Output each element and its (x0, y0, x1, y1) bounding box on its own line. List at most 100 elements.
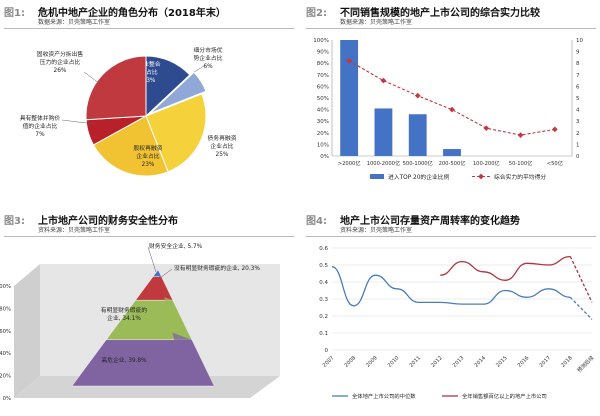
bar (374, 108, 393, 156)
layer-label: 没有明显财务瑕疵的企业, 20.3% (174, 264, 260, 272)
y-tick-right: 5 (576, 96, 580, 102)
x-tick-label: 2009 (365, 355, 379, 369)
y-tick: 0 (325, 348, 329, 354)
y-tick-right: 9 (576, 50, 580, 56)
x-tick-label: 1000-2000亿 (367, 159, 400, 167)
y-tick-left: 40% (317, 108, 329, 114)
x-tick-label: 预测后续 (575, 354, 595, 374)
y-tick: 20% (0, 374, 11, 380)
line-chart: 0 0.1 0.2 0.3 0.4 0.5 0.6 2007 2008 2009 2010 2011 2… (319, 246, 595, 400)
slice-label: 6% (203, 64, 213, 70)
y-tick-left: 30% (317, 119, 329, 125)
y-tick: 0.4 (319, 280, 328, 286)
leader-line (147, 246, 157, 273)
panel-sales-scale-comparison: 图2: 不同销售规模的地产上市公司的综合实力比较 数据来源：贝壳策略工作室 0%… (302, 0, 600, 206)
slice-label: 企业占比 (210, 142, 233, 150)
slice-label: 具有整体并购价 (20, 114, 61, 122)
slice-label: 固收资产分拆出售 (37, 50, 84, 58)
chart-header: 图3: 上市地产公司的财务安全性分布 资料来源：贝壳策略工作室 (4, 212, 294, 238)
chart-header: 图1: 危机中地产企业的角色分布（2018年末） 数据来源：贝壳策略工作室 (4, 4, 294, 30)
y-tick-right: 10 (576, 38, 583, 44)
pyramid-layer-side (172, 332, 214, 386)
chart-title: 地产上市公司存量资产周转率的变化趋势 (340, 216, 520, 227)
forecast-line (569, 256, 593, 303)
y-tick: 0% (3, 396, 11, 402)
bar (408, 114, 427, 156)
divider (4, 28, 294, 29)
chart-header: 图4: 地产上市公司存量资产周转率的变化趋势 资料来源：贝壳策略工作室 (306, 212, 596, 238)
figure-label: 图1: (4, 8, 25, 19)
y-tick: 0.6 (319, 246, 328, 252)
x-tick-label: 2014 (474, 355, 488, 369)
y-tick-left: 90% (317, 50, 329, 56)
y-tick-right: 0 (576, 154, 580, 160)
panel-role-distribution: 图1: 危机中地产企业的角色分布（2018年末） 数据来源：贝壳策略工作室 行业… (0, 0, 298, 206)
y-tick-right: 1 (576, 142, 580, 148)
slice-label: 26% (54, 68, 67, 74)
y-tick: 80% (0, 306, 11, 312)
legend-label: 进入TOP 20的企业比例 (388, 173, 450, 181)
y-tick-right: 6 (576, 84, 580, 90)
series-line (331, 266, 571, 307)
x-tick-label: 2011 (409, 355, 423, 369)
figure-label: 图3: (4, 216, 25, 227)
y-tick: 40% (0, 351, 11, 357)
x-tick-label: 2015 (495, 355, 509, 369)
x-tick-label: 2016 (517, 355, 531, 369)
line-point (517, 132, 524, 138)
line-point (380, 77, 387, 84)
divider (306, 28, 596, 29)
pie-chart: 行业整合者占比13%细分市场优势企业占比6%债务再融资企业占比25%股权再融资企… (20, 46, 237, 177)
pyramid-layer-side (164, 297, 192, 340)
slice-label: 压力的企业占比 (40, 58, 81, 66)
y-tick: 0.1 (319, 331, 328, 337)
x-tick-label: 2017 (539, 355, 553, 369)
pie-slice (145, 93, 207, 173)
y-tick-left: 50% (317, 96, 329, 102)
y-tick: 0.2 (319, 314, 328, 320)
x-tick-label: 2018 (560, 355, 574, 369)
x-tick-label: 2012 (430, 355, 444, 369)
side-wall (14, 264, 40, 398)
chart-title: 不同销售规模的地产上市公司的综合实力比较 (340, 8, 540, 19)
divider (306, 236, 596, 237)
x-tick-label: <50亿 (547, 159, 563, 167)
panel-asset-turnover: 图4: 地产上市公司存量资产周转率的变化趋势 资料来源：贝壳策略工作室 0 0.1… (302, 208, 600, 416)
x-tick-label: 2013 (452, 355, 466, 369)
slice-label: 细分市场优 (194, 46, 223, 54)
bar (340, 40, 359, 156)
y-tick: 100% (0, 284, 11, 290)
figure-label: 图4: (306, 216, 327, 227)
slice-label: 行业整合 (137, 60, 160, 68)
x-tick-label: 2007 (322, 355, 336, 369)
legend-marker (478, 173, 484, 180)
line-point (449, 106, 455, 113)
y-tick-right: 2 (576, 131, 580, 137)
leader-line (193, 65, 205, 73)
leader-line (83, 71, 101, 85)
x-tick-label: 50-100亿 (509, 159, 533, 167)
y-tick-left: 60% (317, 84, 329, 90)
figure-label: 图2: (306, 8, 327, 19)
bar-line-chart: 0% 10% 20% 30% 40% 50% 60% 70% 80% 90% 100% 0 1 2 3 4 5 6… (313, 38, 583, 181)
line-point (552, 126, 558, 133)
x-tick-label: 500-1000亿 (403, 159, 433, 167)
slice-label: 13% (143, 78, 156, 84)
chart-source: 数据来源：贝壳策略工作室 (340, 19, 413, 26)
chart-source: 数据来源：贝壳策略工作室 (38, 19, 111, 26)
y-tick-right: 7 (576, 73, 580, 79)
slice-label: 势企业占比 (194, 54, 223, 62)
line-point (483, 125, 490, 131)
pyramid-chart: 0% 20% 40% 60% 80% 100% 财务安全企业, 5.7% 没有明显财务瑕疵的企… (0, 242, 280, 402)
y-tick-right: 8 (576, 61, 580, 67)
slice-label: 者占比 (140, 68, 158, 76)
leader-line (159, 268, 173, 279)
x-tick-label: 100-200亿 (473, 159, 500, 167)
pie-slice (85, 55, 147, 121)
legend-label: 综合实力的平均得分 (494, 173, 546, 181)
slice-label: 企业占比 (136, 152, 159, 160)
x-tick-label: 2008 (344, 355, 358, 369)
y-tick-left: 10% (317, 142, 329, 148)
chart-source: 资料来源：贝壳策略工作室 (340, 227, 413, 234)
pie-slice (92, 115, 169, 177)
